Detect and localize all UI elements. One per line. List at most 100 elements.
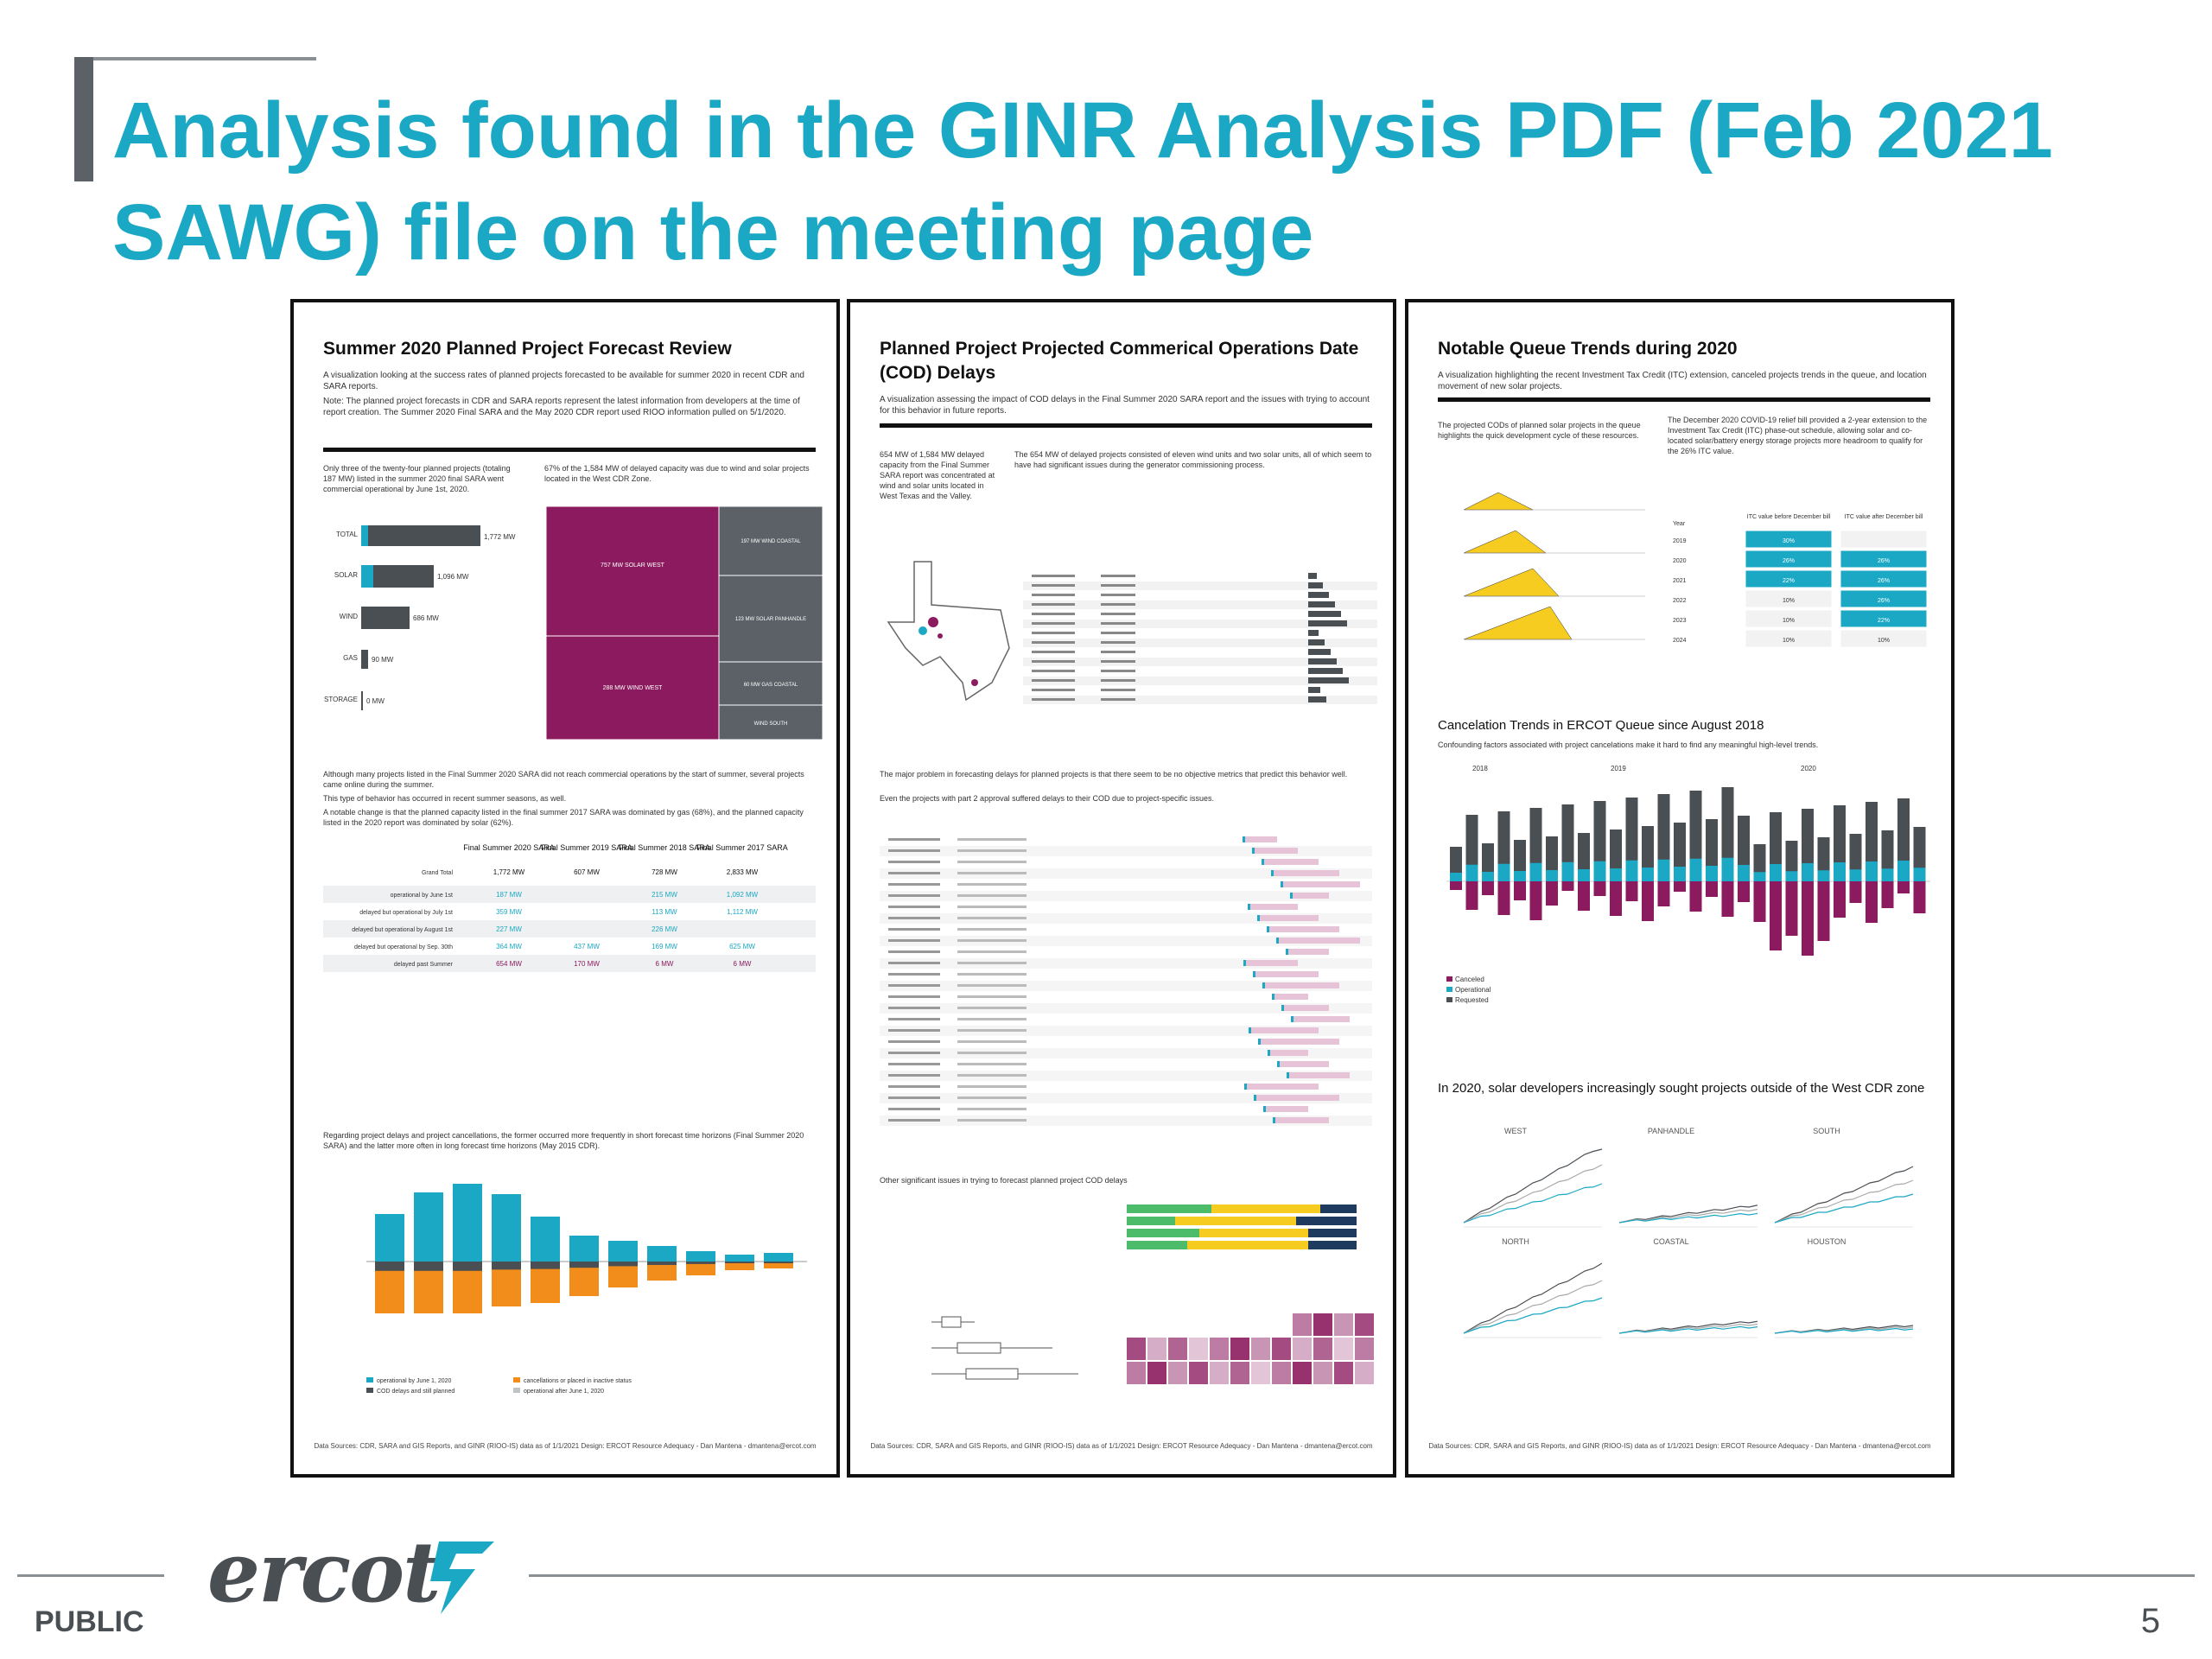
gantt-stripe: [880, 958, 1372, 969]
itc-header-before: ITC value before December bill: [1747, 514, 1831, 520]
footer-rule-left: [17, 1574, 164, 1577]
itc-year: 2019: [1673, 538, 1687, 544]
gantt-projected-cod: [1258, 1039, 1261, 1045]
gantt-label-stub: [957, 883, 1027, 886]
table-cell-stub: [1101, 613, 1135, 615]
zone-trend-line: [1463, 1262, 1603, 1334]
table-capacity-bar: [1308, 649, 1331, 655]
cancel-operational-bar: [1546, 870, 1558, 881]
gantt-label-stub: [957, 973, 1027, 976]
cell-past-2017: 6 MW: [734, 960, 752, 968]
zone-trend-line: [1463, 1297, 1603, 1334]
thumbnail-cod-delays: Planned Project Projected Commerical Ope…: [847, 299, 1396, 1478]
horizon-bar-down: [764, 1262, 793, 1268]
horizon-bar-delay: [569, 1262, 599, 1268]
table-cell-stub: [1032, 584, 1075, 587]
page2-rule: [880, 423, 1372, 428]
horizon-bar-delay: [453, 1262, 482, 1271]
cancel-operational-bar: [1674, 867, 1686, 881]
page1-note: Note: The planned project forecasts in C…: [323, 397, 800, 417]
horizon-bar-delay: [647, 1262, 677, 1265]
gantt-projected-cod: [1276, 938, 1279, 944]
gantt-label-stub: [957, 928, 1027, 931]
itc-before-value: 22%: [1783, 578, 1795, 584]
cancel-operational-bar: [1721, 857, 1734, 881]
cell-august-2020: 227 MW: [496, 925, 522, 933]
ercot-bolt-icon: [430, 1541, 494, 1614]
table-capacity-bar: [1308, 573, 1317, 579]
gantt-label-stub: [888, 1052, 940, 1054]
table-stripe: [1023, 601, 1377, 609]
page2-stat: 654 MW of 1,584 MW delayed capacity from…: [880, 450, 995, 500]
reason-bar-segment: [1308, 1229, 1357, 1237]
gantt-delay-bar: [1262, 982, 1339, 988]
horizon-bar-up: [647, 1246, 677, 1262]
page2-problem2: Even the projects with part 2 approval s…: [880, 794, 1215, 803]
gantt-projected-cod: [1281, 881, 1283, 887]
itc-year: 2021: [1673, 578, 1687, 584]
table-cell-stub: [1101, 651, 1135, 653]
cell-total-2019: 607 MW: [574, 868, 600, 876]
gantt-projected-cod: [1243, 836, 1245, 842]
gantt-stripe: [880, 868, 1372, 879]
row-label-july: delayed but operational by July 1st: [359, 910, 453, 916]
cancel-canceled-bar: [1657, 881, 1670, 906]
gantt-label-stub: [888, 838, 940, 841]
cancel-operational-bar: [1881, 868, 1894, 881]
cancel-operational-bar: [1657, 859, 1670, 881]
itc-year: 2020: [1673, 558, 1687, 564]
itc-after-value: 10%: [1878, 638, 1890, 644]
gantt-label-stub: [888, 928, 940, 931]
gantt-label-stub: [888, 1007, 940, 1009]
page2-intro: A visualization assessing the impact of …: [880, 395, 1370, 416]
itc-after-value: 26%: [1878, 558, 1890, 564]
cell-total-2020: 1,772 MW: [493, 868, 525, 876]
capacity-bars: TOTAL 1,772 MW SOLAR 1,096 MW WIND 686 M…: [324, 525, 516, 710]
itc-before-cell: [1745, 569, 1833, 588]
gantt-delay-bar: [1281, 881, 1360, 887]
gantt-label-stub: [888, 984, 940, 987]
cancel-operational-bar: [1897, 861, 1910, 881]
horizon-bar-delay: [686, 1262, 715, 1264]
gantt-delay-bar: [1277, 1061, 1329, 1067]
cod-ridge-plots: [1463, 492, 1645, 640]
cancel-canceled-bar: [1785, 881, 1798, 936]
page3-itc-note: The December 2020 COVID-19 relief bill p…: [1668, 416, 1928, 455]
cancel-canceled-bar: [1834, 881, 1846, 918]
cancel-operational-bar: [1625, 860, 1638, 881]
horizon-bar-delay: [492, 1262, 521, 1270]
legend-operational-june: operational by June 1, 2020: [377, 1378, 452, 1384]
table-cell-stub: [1032, 632, 1075, 634]
cancel-canceled-bar: [1674, 881, 1686, 892]
zone-trend-line: [1618, 1325, 1758, 1334]
gantt-delay-bar: [1286, 949, 1329, 955]
cancel-canceled-bar: [1497, 881, 1510, 915]
zone-trend-line: [1774, 1193, 1914, 1224]
horizon-bar-up: [453, 1184, 482, 1262]
table-cell-stub: [1032, 622, 1075, 625]
gantt-label-stub: [957, 984, 1027, 987]
gantt-projected-cod: [1267, 926, 1269, 932]
page1-para2: This type of behavior has occurred in re…: [323, 794, 567, 803]
horizon-bar-up: [569, 1236, 599, 1262]
reason-bar-segment: [1127, 1217, 1175, 1225]
table-stripe: [1023, 639, 1377, 647]
gantt-projected-cod: [1272, 994, 1274, 1000]
reason-bar-segment: [1308, 1241, 1357, 1249]
cancel-canceled-bar: [1450, 881, 1462, 890]
gantt-stripe: [880, 913, 1372, 924]
heatmap-cell: [1251, 1362, 1270, 1384]
zone-trend-line: [1618, 1212, 1758, 1224]
horizon-bar-delay: [608, 1262, 638, 1267]
heatmap-cell: [1293, 1338, 1312, 1360]
gantt-label-stub: [888, 995, 940, 998]
gantt-delay-bar: [1281, 1005, 1329, 1011]
horizon-bar-down: [647, 1262, 677, 1281]
delayed-capacity-treemap: 757 MW SOLAR WEST 288 MW WIND WEST 197 M…: [546, 506, 823, 740]
zone-trend-line: [1774, 1179, 1914, 1224]
cancel-operational-bar: [1849, 869, 1862, 881]
table-capacity-bar: [1308, 592, 1329, 598]
gantt-label-stub: [957, 939, 1027, 942]
horizon-bar-up: [531, 1217, 560, 1262]
page1-rule: [323, 448, 816, 452]
